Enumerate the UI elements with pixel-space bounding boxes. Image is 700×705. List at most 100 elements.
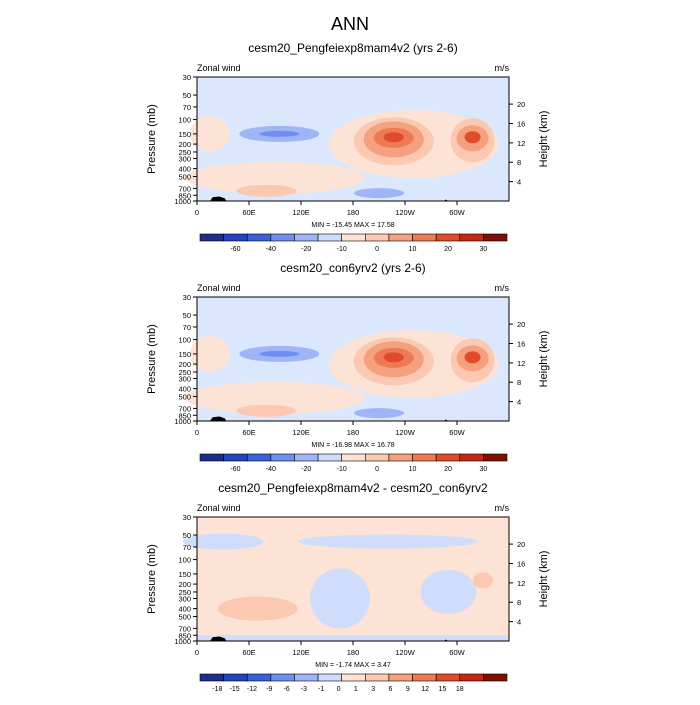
contour-field [183, 517, 509, 641]
colorbar-label: -15 [230, 686, 240, 693]
panel-title: cesm20_Pengfeiexp8mam4v2 (yrs 2-6) [248, 41, 457, 55]
x-tick-label: 120E [292, 648, 310, 657]
contour-pos-west [217, 596, 298, 621]
contour-neg-eastern [420, 569, 477, 614]
x-tick-label: 60W [449, 208, 465, 217]
y-right-tick-label: 8 [517, 378, 521, 387]
y-right-tick-label: 16 [517, 559, 525, 568]
y-tick-label: 400 [178, 385, 191, 394]
colorbar-swatch [246, 673, 272, 682]
y-right-tick-label: 20 [517, 320, 525, 329]
colorbar-label: -40 [266, 246, 276, 253]
contour-low-pos [236, 404, 297, 417]
contour-neg-upper-west [183, 533, 263, 550]
y-right-tick-label: 16 [517, 119, 525, 128]
contour-neg-central [310, 568, 370, 629]
y-right-tick-label: 4 [517, 398, 521, 407]
colorbar-swatch [246, 453, 272, 462]
colorbar-label: 20 [444, 466, 452, 473]
colorbar-swatch [294, 233, 319, 242]
colorbar-swatch [365, 673, 390, 682]
panel-stats: MIN = -1.74 MAX = 3.47 [315, 662, 391, 669]
y-tick-label: 150 [178, 350, 191, 359]
colorbar-swatch [365, 233, 390, 242]
x-tick-label: 120W [395, 648, 416, 657]
y-tick-label: 850 [178, 631, 191, 640]
colorbar-swatch [388, 453, 413, 462]
colorbar-swatch [317, 233, 342, 242]
colorbar-swatch [270, 453, 295, 462]
x-tick-label: 0 [195, 648, 199, 657]
terrain-africa [210, 636, 227, 641]
y-tick-label: 1000 [174, 417, 191, 426]
y-right-tick-label: 20 [517, 540, 525, 549]
colorbar-swatch [317, 453, 342, 462]
contour-jet-2-core [464, 351, 481, 364]
contour-low-neg [354, 188, 404, 199]
colorbar-label: -6 [283, 686, 289, 693]
terrain-africa [210, 416, 227, 421]
panel-title: cesm20_con6yrv2 (yrs 2-6) [280, 261, 425, 275]
panel-right-label: m/s [495, 503, 510, 513]
colorbar-swatch [270, 233, 295, 242]
x-tick-label: 180 [347, 208, 360, 217]
x-tick-label: 60W [449, 648, 465, 657]
colorbar-label: 30 [479, 246, 487, 253]
colorbar-swatch [388, 233, 413, 242]
colorbar-swatch [435, 233, 461, 242]
panel-right-label: m/s [495, 63, 510, 73]
colorbar-swatch [317, 673, 342, 682]
y-right-tick-label: 4 [517, 618, 521, 627]
contour-low-pos [236, 184, 297, 197]
colorbar-swatch [246, 233, 272, 242]
colorbar-label: 12 [421, 686, 429, 693]
y-tick-label: 50 [183, 91, 191, 100]
x-tick-label: 120W [395, 428, 416, 437]
colorbar-label: 30 [479, 466, 487, 473]
y-tick-label: 500 [178, 172, 191, 181]
y-tick-label: 850 [178, 411, 191, 420]
y-tick-label: 50 [183, 311, 191, 320]
x-tick-label: 180 [347, 648, 360, 657]
y-tick-label: 250 [178, 368, 191, 377]
colorbar: -60 -40 -20 -10 0 10 20 30 [199, 233, 508, 253]
y-right-axis-label: Height (km) [538, 331, 550, 388]
colorbar-label: 6 [389, 686, 393, 693]
colorbar-swatch [199, 453, 224, 462]
y-axis-label: Pressure (mb) [146, 324, 158, 394]
y-tick-label: 200 [178, 140, 191, 149]
y-tick-label: 100 [178, 116, 191, 125]
colorbar-label: 20 [444, 246, 452, 253]
y-right-tick-label: 12 [517, 139, 525, 148]
contour-pos-east [473, 572, 493, 589]
colorbar-label: 1 [354, 686, 358, 693]
colorbar-swatch [435, 673, 461, 682]
chart-panel-2: cesm20_con6yrv2 (yrs 2-6) Zonal wind m/s 30… [146, 261, 550, 473]
y-tick-label: 300 [178, 594, 191, 603]
colorbar-swatch [459, 233, 484, 242]
y-tick-label: 30 [183, 293, 191, 302]
colorbar-label: 3 [371, 686, 375, 693]
panel-stats: MIN = -15.45 MAX = 17.58 [311, 222, 394, 229]
colorbar-swatch [412, 673, 437, 682]
colorbar-label: 15 [439, 686, 447, 693]
colorbar-label: 0 [337, 686, 341, 693]
contour-pos-west [190, 115, 230, 152]
colorbar-label: 10 [409, 246, 417, 253]
y-tick-label: 500 [178, 612, 191, 621]
colorbar-swatch [199, 673, 224, 682]
colorbar-label: -40 [266, 466, 276, 473]
contour-field [185, 77, 509, 201]
contour-jet-2-core [464, 131, 481, 144]
colorbar-swatch [294, 673, 319, 682]
colorbar-label: -60 [230, 246, 240, 253]
y-tick-label: 200 [178, 360, 191, 369]
colorbar-label: -12 [247, 686, 257, 693]
contour-jet-1-core [383, 352, 404, 363]
y-tick-label: 70 [183, 103, 191, 112]
colorbar-label: 9 [406, 686, 410, 693]
contour-field [185, 297, 509, 421]
y-tick-label: 850 [178, 191, 191, 200]
colorbar-swatch [341, 453, 366, 462]
y-right-tick-label: 12 [517, 359, 525, 368]
